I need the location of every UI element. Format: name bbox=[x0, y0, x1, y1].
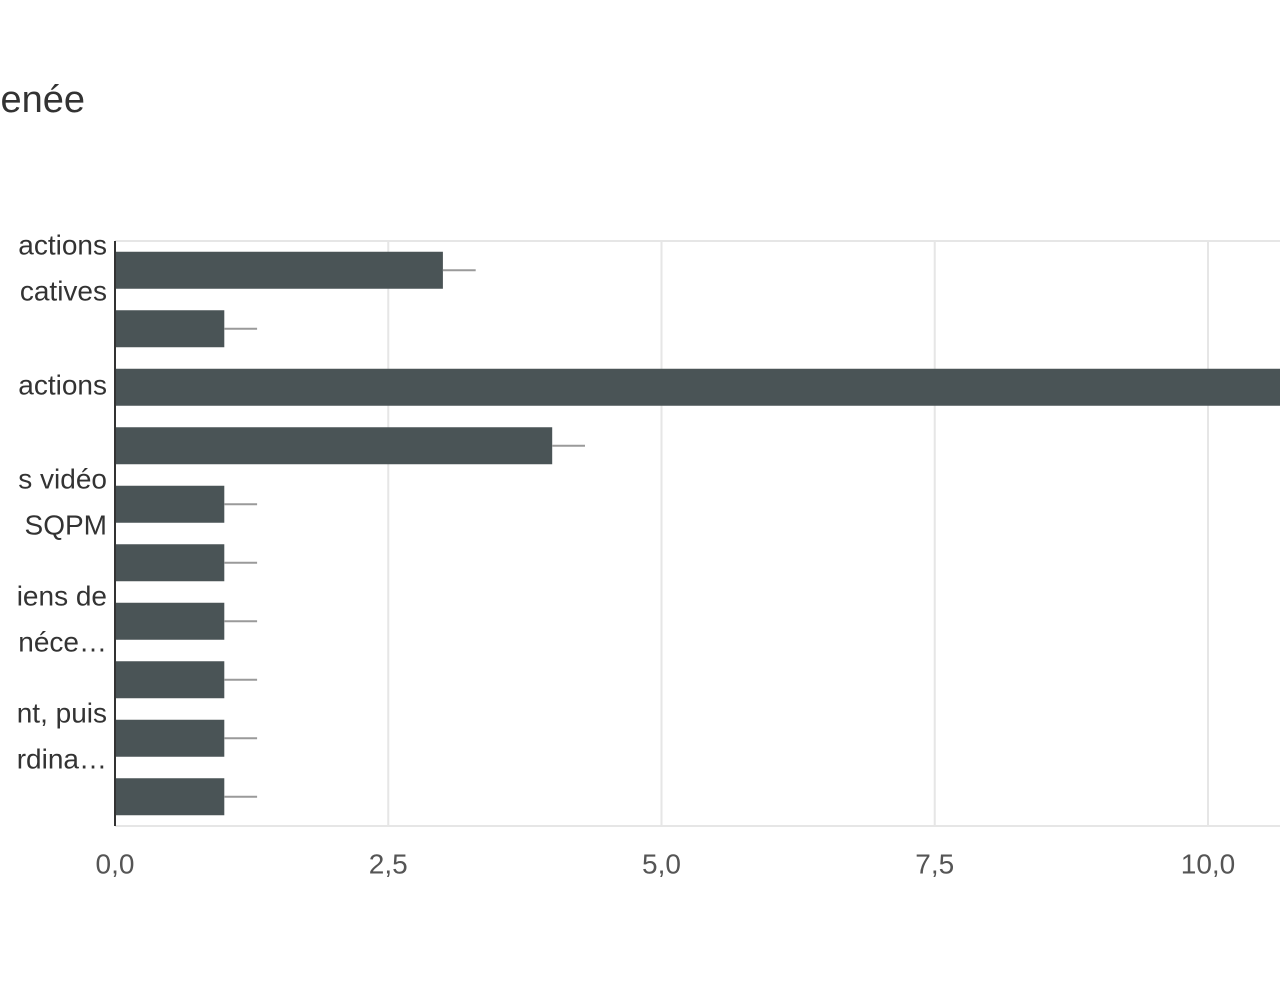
bar bbox=[115, 310, 225, 348]
bar bbox=[115, 251, 443, 289]
x-tick-label: 5,0 bbox=[642, 848, 681, 879]
chart-title: enée bbox=[0, 79, 85, 121]
x-tick-label: 7,5 bbox=[915, 848, 954, 879]
y-tick-label: SQPM bbox=[25, 510, 107, 541]
y-tick-label: iens de bbox=[17, 581, 107, 612]
bar bbox=[115, 544, 225, 582]
bar bbox=[115, 719, 225, 757]
bar bbox=[115, 427, 553, 465]
bar bbox=[115, 778, 225, 816]
y-tick-label: nt, puis bbox=[17, 698, 107, 729]
y-tick-label: actions bbox=[18, 370, 107, 401]
x-tick-label: 2,5 bbox=[369, 848, 408, 879]
y-tick-label: actions bbox=[18, 230, 107, 261]
x-tick-label: 10,0 bbox=[1181, 848, 1236, 879]
bar bbox=[115, 368, 1280, 406]
y-tick-label: s vidéo bbox=[18, 464, 107, 495]
y-tick-label: rdina… bbox=[17, 744, 107, 775]
bar bbox=[115, 661, 225, 699]
x-tick-label: 0,0 bbox=[96, 848, 135, 879]
y-tick-label: catives bbox=[20, 276, 107, 307]
y-tick-label: néce… bbox=[18, 627, 107, 658]
bar bbox=[115, 602, 225, 640]
bar bbox=[115, 485, 225, 523]
